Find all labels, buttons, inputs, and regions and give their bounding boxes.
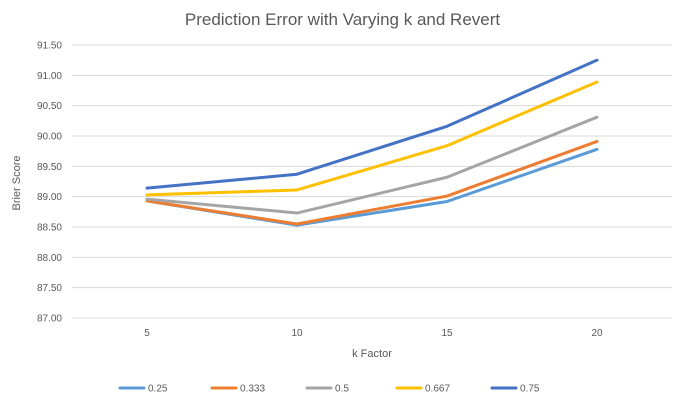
series-line-0-333 bbox=[145, 139, 599, 226]
y-tick-label: 91.00 bbox=[37, 71, 62, 82]
series-line-0-75 bbox=[145, 58, 599, 190]
x-tick-label: 20 bbox=[591, 328, 603, 339]
y-tick-label: 87.00 bbox=[37, 314, 62, 325]
legend-label: 0.5 bbox=[335, 384, 349, 395]
y-tick-label: 88.50 bbox=[37, 223, 62, 234]
x-tick-label: 15 bbox=[441, 328, 453, 339]
legend-label: 0.667 bbox=[425, 384, 450, 395]
y-tick-label: 89.50 bbox=[37, 162, 62, 173]
y-tick-label: 90.00 bbox=[37, 132, 62, 143]
x-axis-label: k Factor bbox=[352, 348, 392, 360]
y-tick-label: 89.00 bbox=[37, 192, 62, 203]
y-tick-label: 87.50 bbox=[37, 283, 62, 294]
chart-title: Prediction Error with Varying k and Reve… bbox=[185, 10, 501, 29]
legend-label: 0.25 bbox=[148, 384, 168, 395]
x-tick-label: 10 bbox=[291, 328, 303, 339]
y-tick-label: 88.00 bbox=[37, 253, 62, 264]
y-axis-label: Brier Score bbox=[11, 155, 23, 210]
series-line-0-25 bbox=[145, 147, 599, 227]
series-line-0-667 bbox=[145, 80, 599, 197]
series-line-0-5 bbox=[145, 115, 599, 215]
legend: 0.25 0.333 0.5 0.667 0.75 bbox=[118, 384, 540, 395]
x-tick-label: 5 bbox=[144, 328, 150, 339]
legend-label: 0.75 bbox=[520, 384, 540, 395]
y-tick-label: 91.50 bbox=[37, 41, 62, 52]
y-axis-ticks: 87.00 87.50 88.00 88.50 89.00 89.50 90.00 90.50… bbox=[37, 41, 62, 325]
legend-label: 0.333 bbox=[240, 384, 265, 395]
y-tick-label: 90.50 bbox=[37, 101, 62, 112]
gridlines bbox=[72, 44, 672, 319]
series-lines bbox=[145, 58, 599, 227]
x-axis-ticks: 5 10 15 20 bbox=[144, 328, 603, 339]
